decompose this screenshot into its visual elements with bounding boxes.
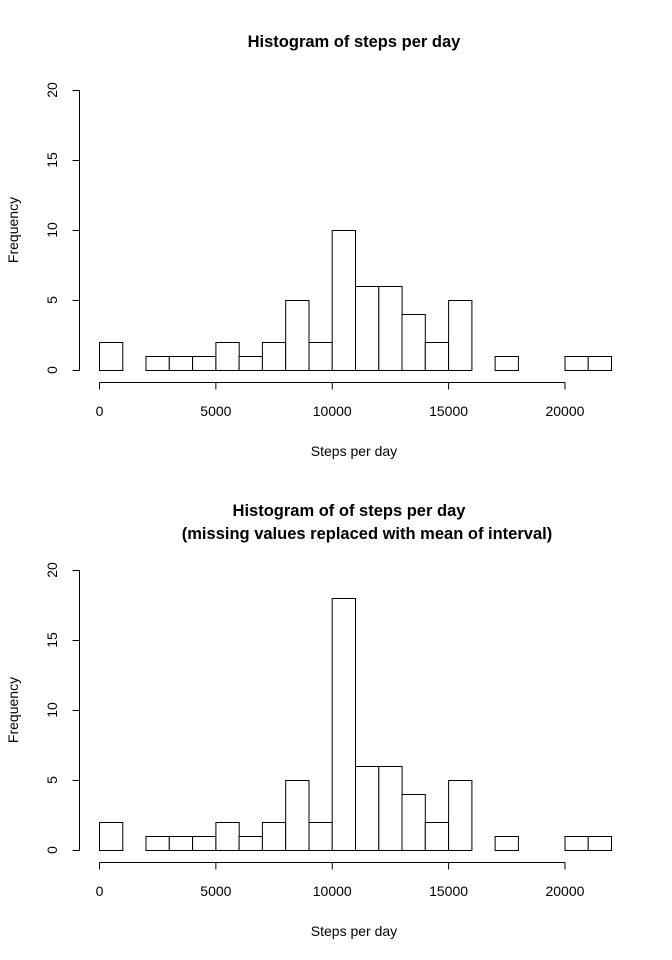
bar bbox=[331, 230, 357, 371]
bar bbox=[494, 836, 519, 851]
y-axis-1: 0 5 10 15 20 bbox=[44, 82, 80, 374]
bar bbox=[355, 286, 380, 371]
x-tick-label: 0 bbox=[96, 883, 104, 899]
y-tick-label: 10 bbox=[44, 222, 60, 238]
x-tick-label: 5000 bbox=[200, 403, 231, 419]
y-tick-label: 0 bbox=[44, 366, 60, 374]
y-tick-label: 15 bbox=[44, 152, 60, 168]
x-axis-2: 0 5000 10000 15000 20000 bbox=[96, 862, 585, 899]
bars-group-2 bbox=[99, 598, 613, 851]
histogram-panel-1: Histogram of steps per day Steps per day… bbox=[5, 33, 613, 459]
bars-group-1 bbox=[99, 230, 613, 371]
bar bbox=[192, 356, 217, 371]
bar bbox=[261, 342, 287, 371]
bar bbox=[494, 356, 519, 371]
y-tick-label: 0 bbox=[44, 846, 60, 854]
bar bbox=[261, 822, 287, 851]
y-axis-label-1: Frequency bbox=[5, 197, 21, 263]
bar bbox=[448, 780, 473, 851]
y-axis-label-2: Frequency bbox=[5, 677, 21, 743]
y-tick-label: 20 bbox=[44, 562, 60, 578]
bar bbox=[564, 356, 589, 371]
y-tick-label: 5 bbox=[44, 776, 60, 784]
x-tick-label: 10000 bbox=[313, 403, 352, 419]
bar bbox=[238, 356, 263, 371]
bar bbox=[355, 766, 380, 851]
x-axis-1: 0 5000 10000 15000 20000 bbox=[96, 382, 585, 419]
x-tick-label: 20000 bbox=[545, 883, 584, 899]
bar bbox=[401, 314, 426, 371]
bar bbox=[331, 598, 357, 851]
y-tick-label: 10 bbox=[44, 702, 60, 718]
bar bbox=[99, 342, 124, 371]
bar bbox=[587, 356, 613, 371]
bar bbox=[168, 836, 194, 851]
bar bbox=[424, 342, 450, 371]
bar bbox=[285, 780, 310, 851]
bar bbox=[424, 822, 450, 851]
bar bbox=[145, 356, 170, 371]
bar bbox=[448, 300, 473, 371]
x-axis-label-1: Steps per day bbox=[311, 443, 397, 459]
bar bbox=[99, 822, 124, 851]
chart-title-2-line-1: Histogram of of steps per day bbox=[233, 502, 467, 520]
x-tick-label: 15000 bbox=[429, 403, 468, 419]
bar bbox=[401, 794, 426, 851]
y-tick-label: 15 bbox=[44, 632, 60, 648]
x-tick-label: 0 bbox=[96, 403, 104, 419]
y-axis-2: 0 5 10 15 20 bbox=[44, 562, 80, 854]
x-tick-label: 15000 bbox=[429, 883, 468, 899]
bar bbox=[378, 766, 403, 851]
x-tick-label: 10000 bbox=[313, 883, 352, 899]
bar bbox=[587, 836, 613, 851]
bar bbox=[308, 822, 333, 851]
chart-title-2-line-2: (missing values replaced with mean of in… bbox=[182, 525, 552, 543]
bar bbox=[564, 836, 589, 851]
bar bbox=[168, 356, 194, 371]
y-tick-label: 5 bbox=[44, 296, 60, 304]
chart-title-1-line-1: Histogram of steps per day bbox=[248, 33, 462, 51]
y-tick-label: 20 bbox=[44, 82, 60, 98]
bar bbox=[308, 342, 333, 371]
bar bbox=[145, 836, 170, 851]
x-axis-label-2: Steps per day bbox=[311, 923, 397, 939]
x-tick-label: 20000 bbox=[545, 403, 584, 419]
bar bbox=[215, 822, 240, 851]
bar bbox=[285, 300, 310, 371]
bar bbox=[378, 286, 403, 371]
bar bbox=[238, 836, 263, 851]
histogram-panel-2: Histogram of of steps per day (missing v… bbox=[5, 502, 613, 939]
bar bbox=[192, 836, 217, 851]
x-tick-label: 5000 bbox=[200, 883, 231, 899]
bar bbox=[215, 342, 240, 371]
